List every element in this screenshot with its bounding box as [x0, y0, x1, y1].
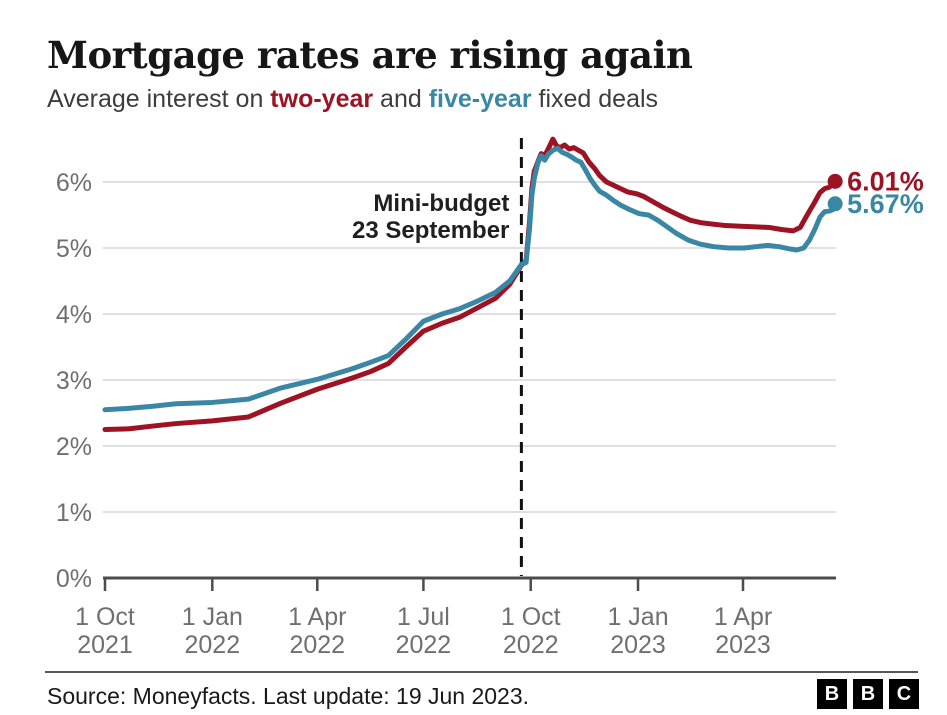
chart-subtitle: Average interest on two-year and five-ye… — [47, 85, 658, 114]
subtitle-mid: and — [373, 85, 429, 113]
five-year-end-dot — [827, 196, 843, 212]
bbc-logo-letter: B — [853, 679, 883, 709]
y-axis-label: 5% — [56, 235, 92, 263]
x-axis-label-date: 1 Oct — [75, 603, 135, 631]
y-axis-label: 3% — [56, 367, 92, 395]
five-year-end-label: 5.67% — [847, 189, 924, 219]
x-axis-label-year: 2021 — [77, 631, 133, 659]
subtitle-suffix: fixed deals — [531, 85, 659, 113]
x-axis-label-date: 1 Jan — [182, 603, 243, 631]
x-axis-label-date: 1 Apr — [288, 603, 346, 631]
y-axis-label: 0% — [56, 565, 92, 593]
y-axis-label: 6% — [56, 169, 92, 197]
footer-divider — [45, 671, 918, 673]
subtitle-prefix: Average interest on — [47, 85, 271, 113]
x-axis-label-year: 2022 — [184, 631, 240, 659]
two-year-line — [102, 136, 838, 432]
bbc-logo: B B C — [817, 679, 919, 709]
x-axis-label-date: 1 Apr — [714, 603, 772, 631]
x-axis-label-year: 2022 — [396, 631, 452, 659]
two-year-end-label: 6.01% — [847, 166, 924, 196]
x-axis-label-year: 2022 — [503, 631, 559, 659]
two-year-legend-label: two-year — [270, 85, 374, 113]
bbc-logo-letter: B — [817, 679, 847, 709]
source-caption: Source: Moneyfacts. Last update: 19 Jun … — [47, 683, 530, 709]
five-year-line — [102, 145, 838, 413]
two-year-end-dot — [827, 173, 843, 189]
x-axis-label-year: 2023 — [610, 631, 666, 659]
y-axis-label: 2% — [56, 433, 92, 461]
annotation-line1: Mini-budget — [373, 190, 509, 217]
five-year-legend-label: five-year — [428, 85, 532, 113]
x-axis-label-date: 1 Jan — [607, 603, 668, 631]
page-title: Mortgage rates are rising again — [47, 33, 693, 77]
x-axis-label-date: 1 Jul — [397, 603, 450, 631]
y-axis-label: 1% — [56, 499, 92, 527]
x-axis-label-year: 2023 — [715, 631, 771, 659]
y-axis-label: 4% — [56, 301, 92, 329]
x-axis-label-date: 1 Oct — [501, 603, 561, 631]
x-axis-label-year: 2022 — [289, 631, 345, 659]
annotation-line2: 23 September — [352, 217, 509, 244]
bbc-logo-letter: C — [889, 679, 919, 709]
